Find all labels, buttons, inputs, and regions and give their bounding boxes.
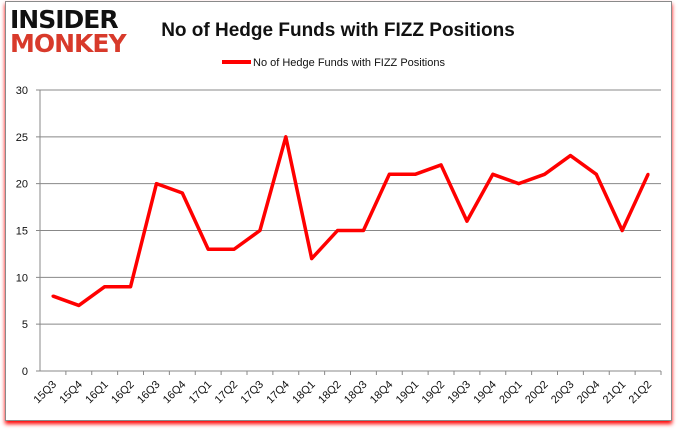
y-tick-label: 25 [16,132,28,144]
x-tick-label: 19Q2 [420,379,448,407]
series-line [52,135,650,308]
data-point [594,172,598,176]
data-point [103,285,107,289]
x-tick-label: 20Q2 [523,379,551,407]
x-tick-label: 17Q4 [264,379,292,407]
data-point [336,229,340,232]
data-point [387,172,391,176]
data-point [491,172,495,176]
data-point [543,172,547,176]
x-tick-label: 17Q3 [239,379,267,407]
data-point [206,247,210,251]
x-tick-label: 18Q3 [342,379,370,407]
chart-frame [5,1,672,421]
y-tick-label: 20 [16,179,28,191]
x-tick-label: 15Q3 [32,379,60,407]
data-point [284,135,288,139]
x-tick-label: 19Q1 [394,379,422,407]
x-tick-label: 17Q1 [187,379,215,407]
y-tick-label: 0 [22,366,28,378]
data-point [51,294,55,298]
data-point [646,172,650,176]
x-tick-label: 19Q4 [471,379,499,407]
y-tick-label: 5 [22,319,28,331]
y-tick-label: 15 [16,226,28,238]
x-tick-label: 20Q4 [575,379,603,407]
data-point [180,191,184,195]
x-tick-label: 19Q3 [446,379,474,407]
y-tick-label: 30 [16,85,28,97]
data-point [310,257,314,261]
chart-title: No of Hedge Funds with FIZZ Positions [161,20,515,41]
data-point [129,285,133,289]
x-tick-label: 17Q2 [213,379,241,407]
x-tick-label: 20Q3 [549,379,577,407]
logo-line2: MONKEY [10,29,127,58]
data-point [154,182,158,186]
data-point [439,163,443,167]
x-tick-label: 16Q1 [83,379,111,407]
x-tick-label: 18Q4 [368,379,396,407]
data-point [517,182,521,186]
x-tick-label: 16Q4 [161,379,189,407]
data-point [77,303,81,307]
data-point [258,229,262,232]
data-point [361,229,365,232]
data-point [232,247,236,251]
x-tick-label: 16Q3 [135,379,163,407]
x-tick-label: 15Q4 [57,379,85,407]
legend-label: No of Hedge Funds with FIZZ Positions [253,57,445,69]
data-point [465,219,469,223]
x-tick-label: 18Q1 [290,379,318,407]
y-tick-label: 10 [16,272,28,284]
insider-monkey-logo: INSIDER MONKEY [10,5,127,58]
logo-line1: INSIDER [10,5,119,34]
data-point [413,172,417,176]
x-tick-label: 16Q2 [109,379,137,407]
x-tick-label: 21Q2 [627,379,655,407]
x-tick-label: 20Q1 [497,379,525,407]
x-tick-label: 21Q1 [601,379,629,407]
x-tick-label: 18Q2 [316,379,344,407]
data-point [568,154,572,158]
data-point [620,229,624,232]
